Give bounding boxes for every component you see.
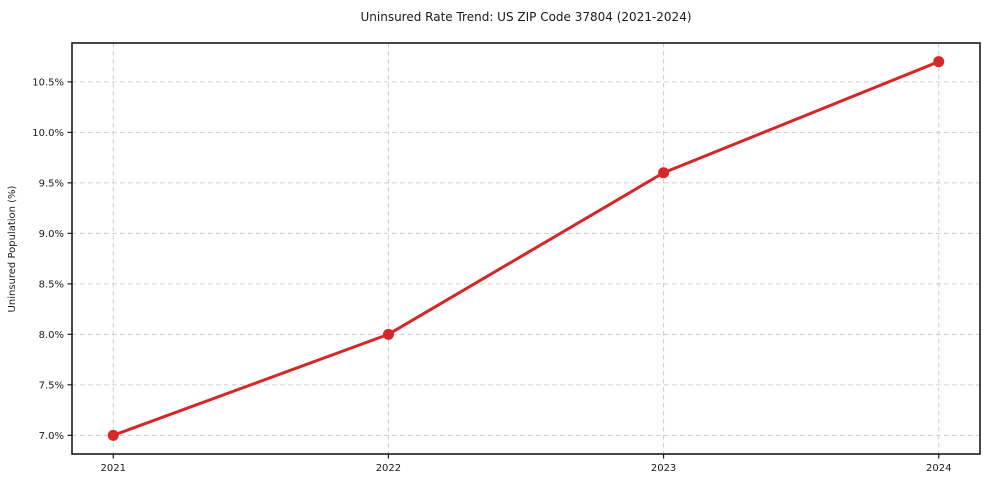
y-axis-label: Uninsured Population (%) (7, 185, 18, 312)
y-tick-label: 9.0% (39, 229, 64, 240)
x-tick-label: 2023 (651, 463, 676, 474)
data-point-marker (107, 429, 119, 441)
grid-layer (72, 43, 980, 454)
plot-frame (71, 42, 981, 455)
y-tick-label: 10.0% (32, 128, 64, 139)
axis-layer: 2021 2022 2023 2024 7.0% 7.5% 8.0% 8.5% 9.0% 9.5%… (32, 42, 981, 474)
y-tick-label: 7.5% (39, 380, 64, 391)
data-point-marker (382, 328, 394, 340)
data-point-marker (933, 56, 945, 68)
data-point-marker (658, 167, 670, 179)
x-tick-label: 2022 (376, 463, 401, 474)
trend-line (111, 60, 941, 437)
y-tick-label: 9.5% (39, 178, 64, 189)
y-tick-label: 7.0% (39, 431, 64, 442)
y-tick-label: 10.5% (32, 77, 64, 88)
x-tick-label: 2024 (926, 463, 951, 474)
y-tick-label: 8.5% (39, 279, 64, 290)
series-layer (107, 56, 945, 441)
chart-title: Uninsured Rate Trend: US ZIP Code 37804 … (360, 10, 691, 24)
y-tick-label: 8.0% (39, 330, 64, 341)
x-tick-label: 2021 (101, 463, 126, 474)
